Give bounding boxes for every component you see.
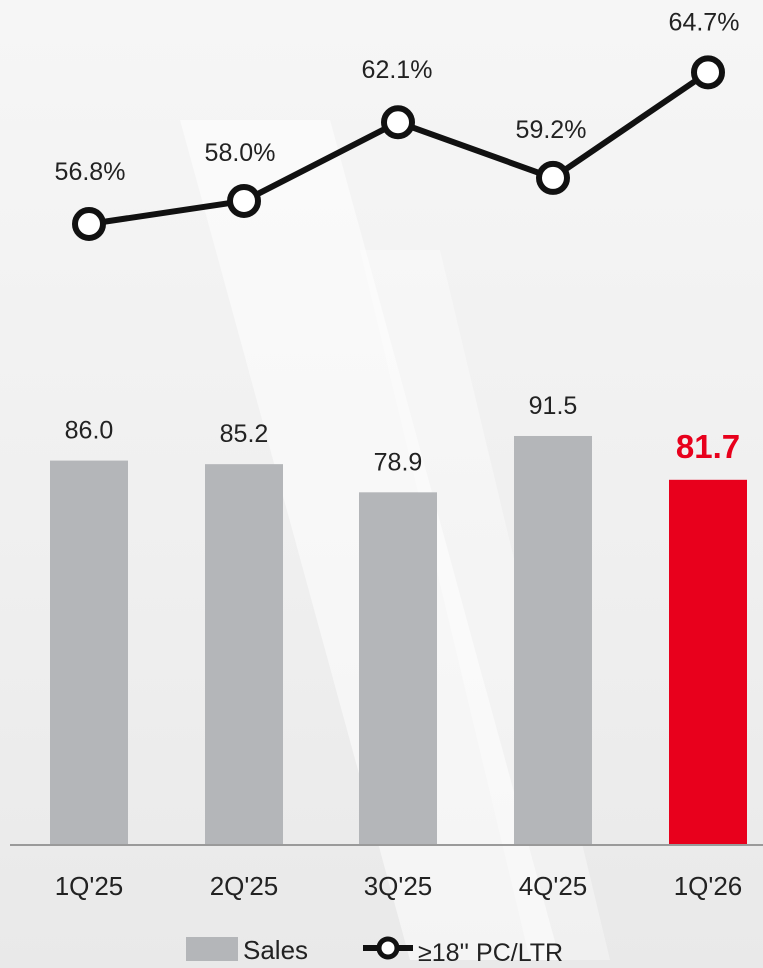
legend-line-label: ≥18'' PC/LTR: [418, 939, 563, 967]
bar-1Q26: [669, 479, 747, 845]
bar-4Q25: [514, 435, 592, 845]
line-point-marker: [227, 183, 261, 218]
bar-labels-layer: 86.0 85.2 78.9 91.5 81.7: [65, 392, 740, 476]
legend-sales-label: Sales: [243, 935, 308, 965]
bar-2Q25: [205, 464, 283, 845]
bar-value-label: 91.5: [529, 392, 578, 420]
x-tick-label: 1Q'25: [55, 871, 124, 901]
bars-layer: [50, 435, 747, 845]
x-tick-labels: 1Q'25 2Q'25 3Q'25 4Q'25 1Q'26: [55, 871, 743, 901]
x-tick-label: 3Q'25: [364, 871, 433, 901]
x-tick-label: 2Q'25: [210, 871, 279, 901]
bar-value-label: 78.9: [374, 448, 423, 476]
line-value-label: 59.2%: [516, 116, 587, 144]
legend-line-marker-icon: [363, 936, 413, 960]
line-value-label: 58.0%: [205, 139, 276, 167]
bar-1Q25: [50, 460, 128, 845]
line-point-marker: [72, 207, 106, 241]
line-point-marker: [536, 160, 570, 195]
line-value-label: 62.1%: [362, 56, 433, 84]
line-point-marker: [691, 55, 725, 90]
bar-3Q25: [359, 492, 437, 845]
line-layer: 56.8% 58.0% 62.1% 59.2% 64.7%: [55, 8, 740, 241]
legend: Sales ≥18'' PC/LTR: [186, 935, 563, 967]
bar-value-label: 86.0: [65, 417, 114, 445]
bar-value-label: 81.7: [676, 428, 740, 465]
line-point-marker: [381, 105, 415, 140]
bar-value-label: 85.2: [220, 420, 269, 448]
legend-sales-swatch: [186, 937, 238, 961]
line-value-label: 56.8%: [55, 158, 126, 186]
x-tick-label: 1Q'26: [674, 871, 743, 901]
line-value-label: 64.7%: [669, 8, 740, 36]
x-tick-label: 4Q'25: [519, 871, 588, 901]
line-series-path: [88, 69, 710, 227]
